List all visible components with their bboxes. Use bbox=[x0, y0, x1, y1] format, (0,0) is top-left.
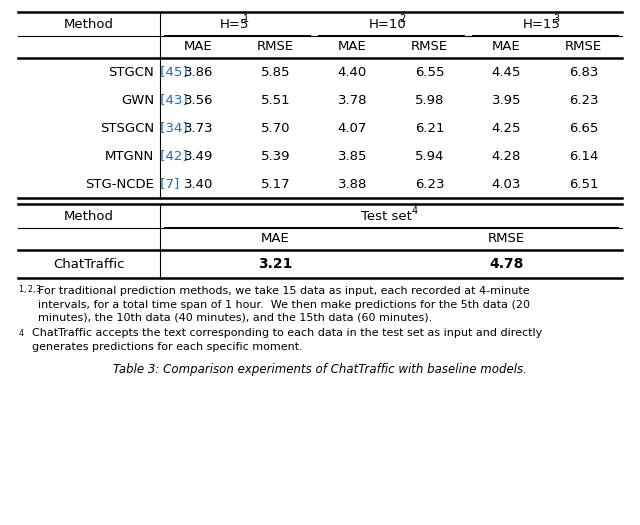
Text: 3.85: 3.85 bbox=[338, 150, 367, 163]
Text: STG-NCDE: STG-NCDE bbox=[85, 177, 154, 191]
Text: H=10: H=10 bbox=[369, 17, 407, 30]
Text: 3.88: 3.88 bbox=[338, 177, 367, 191]
Text: MAE: MAE bbox=[338, 40, 367, 54]
Text: 6.51: 6.51 bbox=[569, 177, 598, 191]
Text: H=5: H=5 bbox=[220, 17, 249, 30]
Text: 4.78: 4.78 bbox=[490, 257, 524, 271]
Text: 5.39: 5.39 bbox=[260, 150, 291, 163]
Text: 4: 4 bbox=[412, 206, 418, 216]
Text: minutes), the 10th data (40 minutes), and the 15th data (60 minutes).: minutes), the 10th data (40 minutes), an… bbox=[38, 313, 432, 323]
Text: 3.73: 3.73 bbox=[184, 121, 213, 134]
Text: MAE: MAE bbox=[261, 233, 290, 246]
Text: Method: Method bbox=[64, 17, 114, 30]
Text: 5.17: 5.17 bbox=[260, 177, 291, 191]
Text: GWN: GWN bbox=[121, 93, 154, 107]
Text: [7]: [7] bbox=[156, 177, 179, 191]
Text: MAE: MAE bbox=[492, 40, 521, 54]
Text: RMSE: RMSE bbox=[565, 40, 602, 54]
Text: 4.28: 4.28 bbox=[492, 150, 521, 163]
Text: 5.85: 5.85 bbox=[260, 66, 291, 79]
Text: For traditional prediction methods, we take 15 data as input, each recorded at 4: For traditional prediction methods, we t… bbox=[38, 286, 530, 296]
Text: 6.14: 6.14 bbox=[569, 150, 598, 163]
Text: 3.21: 3.21 bbox=[259, 257, 292, 271]
Text: 3: 3 bbox=[554, 14, 560, 24]
Text: 4.07: 4.07 bbox=[338, 121, 367, 134]
Text: 5.70: 5.70 bbox=[260, 121, 291, 134]
Text: 2: 2 bbox=[399, 14, 406, 24]
Text: generates predictions for each specific moment.: generates predictions for each specific … bbox=[32, 342, 303, 352]
Text: H=15: H=15 bbox=[523, 17, 561, 30]
Text: 6.23: 6.23 bbox=[569, 93, 598, 107]
Text: MAE: MAE bbox=[184, 40, 213, 54]
Text: 6.83: 6.83 bbox=[569, 66, 598, 79]
Text: intervals, for a total time span of 1 hour.  We then make predictions for the 5t: intervals, for a total time span of 1 ho… bbox=[38, 299, 530, 310]
Text: STGCN: STGCN bbox=[108, 66, 154, 79]
Text: 4.45: 4.45 bbox=[492, 66, 521, 79]
Text: Method: Method bbox=[64, 209, 114, 223]
Text: 6.21: 6.21 bbox=[415, 121, 444, 134]
Text: 3.49: 3.49 bbox=[184, 150, 213, 163]
Text: 5.51: 5.51 bbox=[260, 93, 291, 107]
Text: [45]: [45] bbox=[156, 66, 188, 79]
Text: 4.40: 4.40 bbox=[338, 66, 367, 79]
Text: 3.40: 3.40 bbox=[184, 177, 213, 191]
Text: 4.03: 4.03 bbox=[492, 177, 521, 191]
Text: 6.23: 6.23 bbox=[415, 177, 444, 191]
Text: 3.95: 3.95 bbox=[492, 93, 521, 107]
Text: ChatTraffic accepts the text corresponding to each data in the test set as input: ChatTraffic accepts the text correspondi… bbox=[32, 329, 542, 339]
Text: $^{1,2,3}$: $^{1,2,3}$ bbox=[18, 286, 42, 296]
Text: RMSE: RMSE bbox=[411, 40, 448, 54]
Text: ChatTraffic: ChatTraffic bbox=[53, 257, 125, 270]
Text: 5.94: 5.94 bbox=[415, 150, 444, 163]
Text: RMSE: RMSE bbox=[488, 233, 525, 246]
Text: 4.25: 4.25 bbox=[492, 121, 521, 134]
Text: 3.86: 3.86 bbox=[184, 66, 213, 79]
Text: [43]: [43] bbox=[156, 93, 188, 107]
Text: RMSE: RMSE bbox=[257, 40, 294, 54]
Text: 6.55: 6.55 bbox=[415, 66, 444, 79]
Text: 3.56: 3.56 bbox=[184, 93, 213, 107]
Text: 6.65: 6.65 bbox=[569, 121, 598, 134]
Text: [34]: [34] bbox=[156, 121, 188, 134]
Text: Test set: Test set bbox=[360, 209, 412, 223]
Text: $^4$: $^4$ bbox=[18, 329, 25, 339]
Text: MTGNN: MTGNN bbox=[105, 150, 154, 163]
Text: [42]: [42] bbox=[156, 150, 188, 163]
Text: 1: 1 bbox=[243, 14, 249, 24]
Text: 5.98: 5.98 bbox=[415, 93, 444, 107]
Text: Table 3: Comparison experiments of ChatTraffic with baseline models.: Table 3: Comparison experiments of ChatT… bbox=[113, 363, 527, 376]
Text: 3.78: 3.78 bbox=[338, 93, 367, 107]
Text: STSGCN: STSGCN bbox=[100, 121, 154, 134]
